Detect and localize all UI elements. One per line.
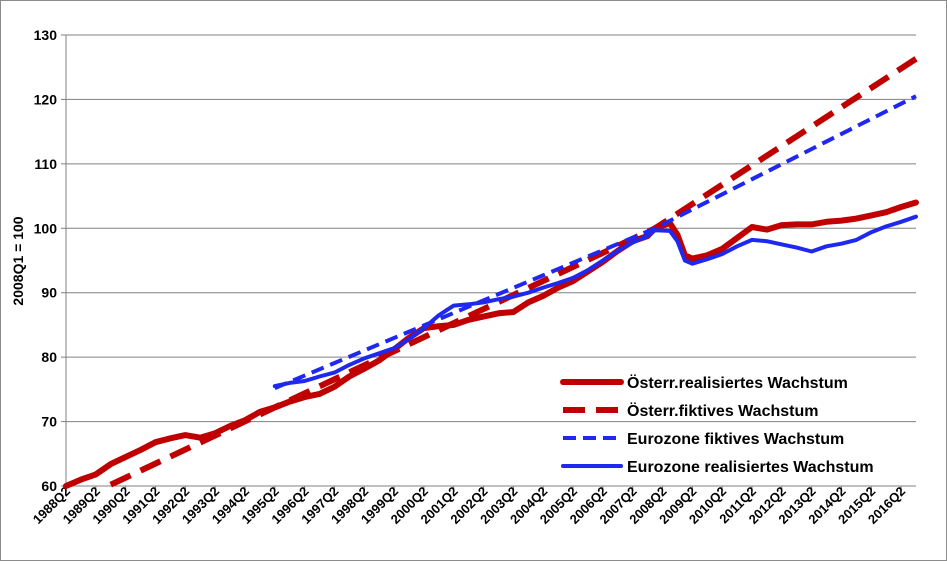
y-tick-label: 130 [34,27,58,43]
legend-label: Österr.realisiertes Wachstum [627,373,848,392]
y-tick-label: 80 [41,349,57,365]
y-tick-label: 90 [41,285,57,301]
y-tick-labels: 60 70 80 90 100 110 120 130 [34,27,58,494]
y-tick-label: 100 [34,220,58,236]
series-lines [63,56,919,489]
series-line-2 [109,56,918,488]
y-axis-label: 2008Q1 = 100 [10,216,26,305]
axes [65,35,916,487]
series-line-3 [274,94,917,390]
legend-label: Eurozone realisiertes Wachstum [627,459,874,476]
y-tick-label: 70 [41,414,57,430]
y-tick-label: 60 [41,478,57,494]
legend-label: Eurozone fiktives Wachstum [627,431,844,448]
gridlines [61,34,916,487]
series-line-4 [272,214,918,389]
x-tick-labels: 1988Q21989Q21990Q21991Q21992Q21993Q21994… [30,484,908,527]
legend-label: Österr.fiktives Wachstum [627,401,818,420]
legend: Österr.realisiertes Wachstum Österr.fikti… [560,373,874,476]
y-tick-label: 110 [34,156,57,172]
y-tick-label: 120 [34,91,58,107]
